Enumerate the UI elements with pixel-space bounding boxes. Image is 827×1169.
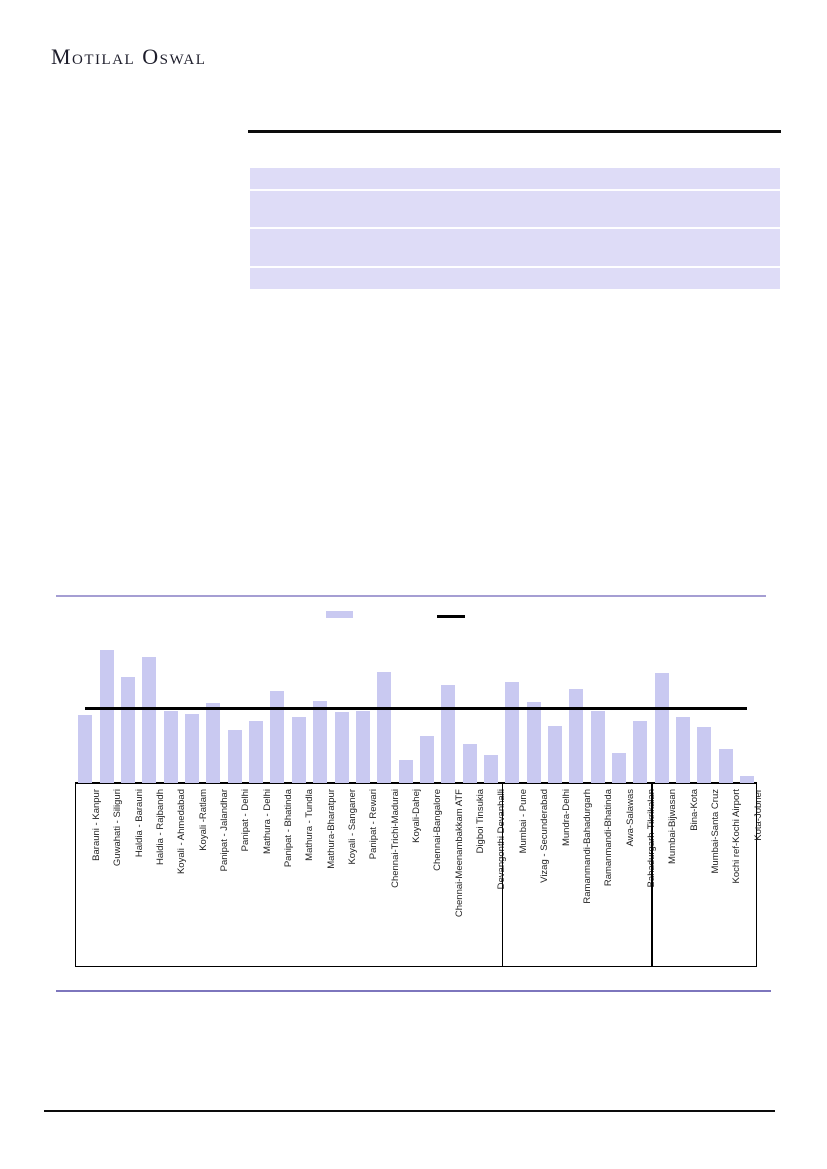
x-axis-label: Kochi ref-Kochi Airport <box>731 789 743 884</box>
chart-section-bottom-rule <box>56 990 771 992</box>
x-axis-line <box>75 782 757 784</box>
x-axis-label: Vizag - Secunderabad <box>539 789 551 883</box>
bar <box>441 685 456 783</box>
header-rule <box>248 130 781 133</box>
x-axis-label: Kota-Jobner <box>752 789 764 841</box>
bar <box>249 721 264 783</box>
bar <box>206 703 221 783</box>
x-axis-label: Barauni - Kanpur <box>90 789 102 861</box>
bar <box>313 701 328 783</box>
x-axis-label: Ramanmandi-Bahadurgarh <box>581 789 593 904</box>
x-axis-label: Guwahati - Siliguri <box>112 789 124 867</box>
bar <box>633 721 648 783</box>
bar <box>676 717 691 783</box>
bar <box>654 673 669 783</box>
bar <box>548 726 562 783</box>
bar <box>355 711 370 783</box>
average-reference-line <box>85 706 748 710</box>
bar <box>78 715 93 783</box>
bar <box>462 744 477 783</box>
summary-row-separator <box>250 266 780 268</box>
x-axis-label: Koyali-Dahej <box>411 789 423 843</box>
brand-logo: Motilal Oswal <box>51 44 207 69</box>
x-axis-label: Mumbai-Bijwasan <box>667 789 679 864</box>
bar <box>142 657 157 783</box>
x-axis-label: Panipat - Rewari <box>368 789 380 860</box>
bar <box>697 727 712 783</box>
x-axis-label: Bina-Kota <box>688 789 700 831</box>
bar <box>227 730 242 783</box>
footer-rule <box>44 1110 775 1112</box>
bar <box>334 712 349 783</box>
x-axis-label: Koyali - Ahmedabad <box>176 789 188 875</box>
summary-row-separator <box>250 189 780 191</box>
label-group-divider <box>651 783 653 967</box>
x-axis-label: Haldia - Rajbandh <box>154 789 166 866</box>
bar <box>526 702 541 783</box>
legend-bar-swatch <box>326 611 353 618</box>
x-axis-label: Mathura - Tundla <box>304 789 316 861</box>
bar <box>121 677 135 783</box>
bar <box>270 691 285 783</box>
bar <box>185 714 200 783</box>
summary-table-placeholder <box>250 168 780 289</box>
x-axis-label: Koyali - Sanganer <box>347 789 358 865</box>
x-axis-label: Panipat - Delhi <box>240 789 252 852</box>
bar <box>99 650 114 783</box>
bar <box>740 776 755 783</box>
x-axis-label: Mathura-Bharatpur <box>325 789 337 869</box>
x-axis-label: Haldia - Barauni <box>133 789 145 858</box>
x-axis-label: Panipat - Bhatinda <box>282 789 294 868</box>
x-axis-label: Ramanmandi-Bhatinda <box>603 789 615 887</box>
x-axis-label: Mundra-Delhi <box>560 789 572 847</box>
label-group-divider <box>501 783 504 967</box>
x-axis-label: Digboi Tinsukia <box>475 789 487 854</box>
chart-section-top-rule <box>56 595 766 597</box>
summary-row-separator <box>250 227 780 229</box>
bar <box>612 753 627 783</box>
x-axis-label: Chennai-Bangalore <box>432 789 444 871</box>
bar <box>483 755 498 783</box>
bar <box>505 682 520 783</box>
x-axis-label: Chennai-Meenambakkam ATF <box>453 789 465 918</box>
x-axis-label: Koyali -Ratlam <box>197 789 209 851</box>
x-axis-label-box <box>75 783 757 967</box>
bar <box>291 717 306 783</box>
x-axis-label: Mathura - Delhi <box>261 789 273 854</box>
bar <box>590 711 605 783</box>
bar <box>569 689 584 783</box>
x-axis-label: Mumbai - Pune <box>517 789 529 854</box>
x-axis-label: Awa-Salawas <box>624 789 636 847</box>
x-axis-label: Chennai-Trichi-Madurai <box>389 789 401 888</box>
bar <box>377 672 392 783</box>
bar <box>398 760 413 783</box>
x-axis-label: Mumbai-Santa Cruz <box>709 789 721 874</box>
bar <box>419 736 434 783</box>
legend-average-line-swatch <box>437 615 465 618</box>
bar <box>163 711 178 783</box>
x-axis-label: Panipat - Jalandhar <box>218 789 230 872</box>
bar <box>718 749 733 783</box>
